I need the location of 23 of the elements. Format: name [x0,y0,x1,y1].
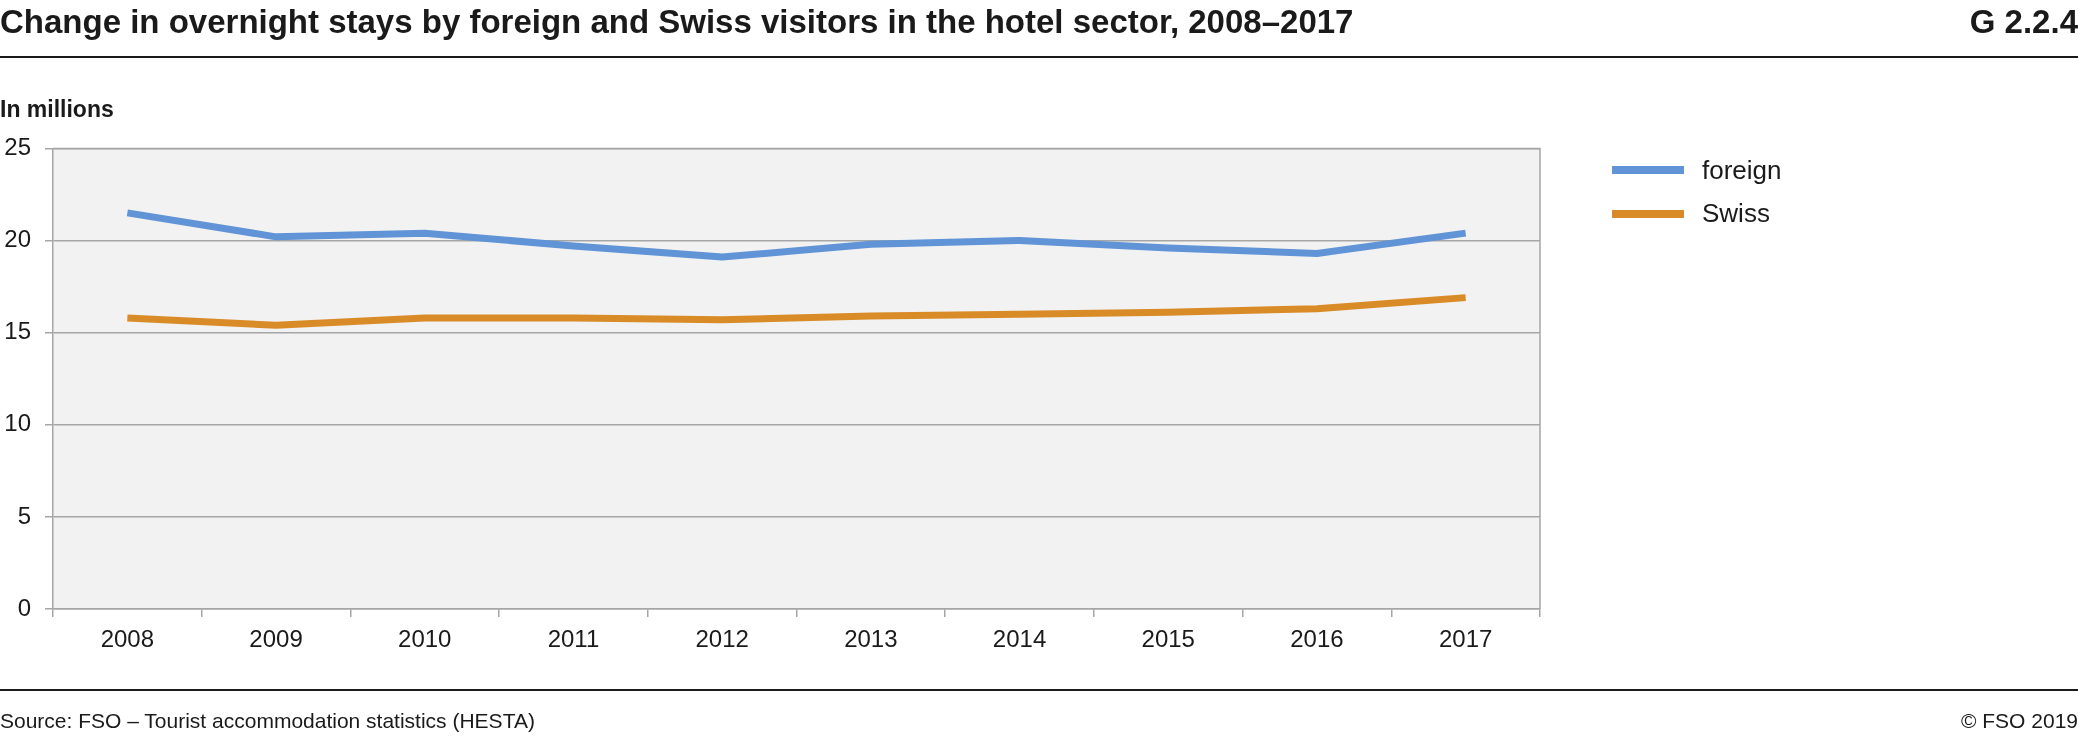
y-tick-label: 25 [4,133,31,161]
x-tick-label: 2016 [1290,625,1344,653]
y-tick-label: 15 [4,317,31,345]
x-tick-label: 2010 [398,625,452,653]
text: G 2.2.4 [1969,3,2078,41]
x-tick-label: 2014 [992,625,1047,653]
x-tick-label: 2009 [249,625,303,653]
chart-title: Change in overnight stays by foreign and Swiss visitors in the hotel sector, 2008–2017 [0,3,1354,41]
y-tick-label: 10 [4,409,31,437]
x-tick-label: 2017 [1438,625,1493,653]
text: © FSO 2019 [1960,709,2078,734]
y-axis-title: In millions [0,96,114,123]
y-tick-label: 20 [4,225,31,253]
legend-label: foreign [1702,154,1782,186]
x-tick-label: 2015 [1141,625,1195,653]
x-tick-label: 2013 [844,625,898,653]
y-tick-label: 0 [17,593,31,621]
x-tick-label: 2008 [100,625,155,653]
source-note: Source: FSO – Tourist accommodation statistics (HESTA) [0,709,535,734]
legend-label: Swiss [1702,198,1770,230]
x-tick-label: 2011 [547,625,600,653]
y-tick-label: 5 [17,501,31,529]
x-tick-label: 2012 [695,625,749,653]
